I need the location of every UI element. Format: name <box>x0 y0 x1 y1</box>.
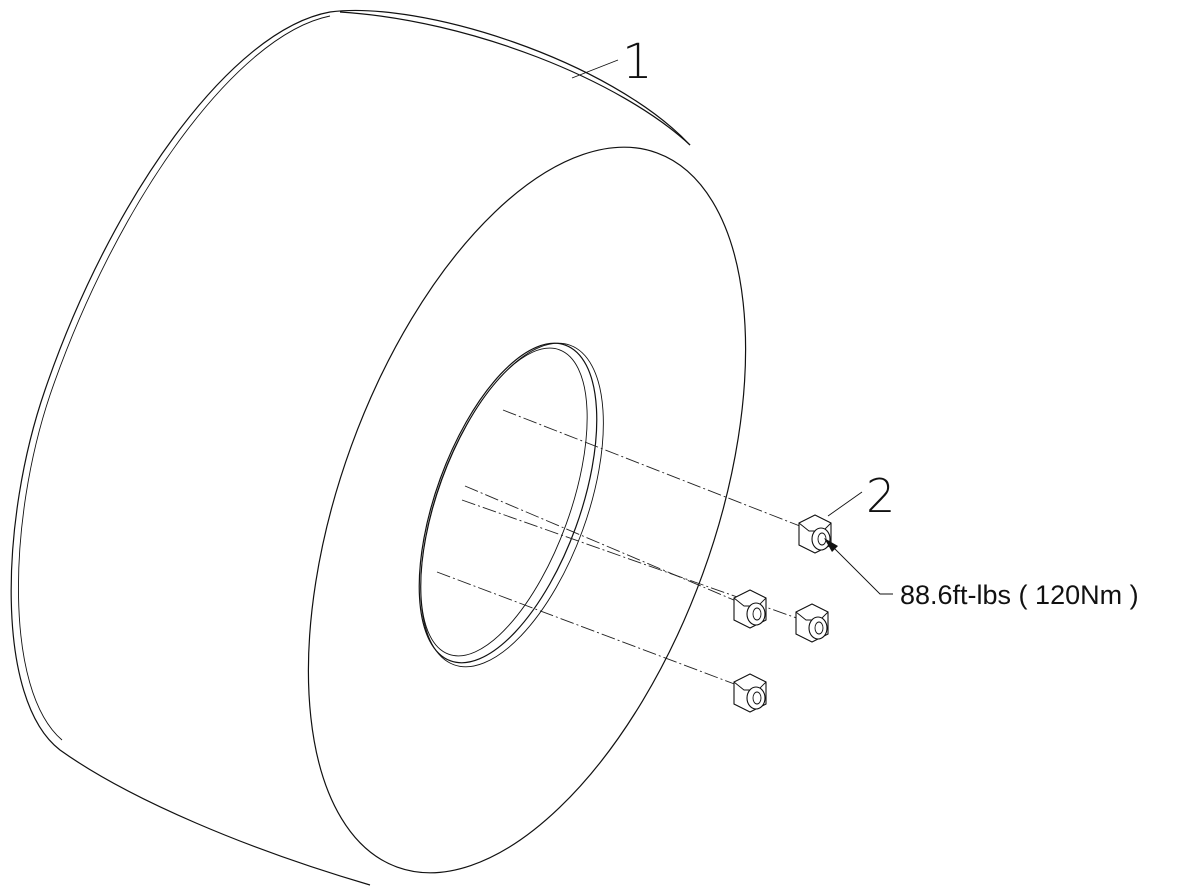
torque-spec-text: 88.6ft-lbs ( 120Nm ) <box>900 580 1139 610</box>
tire-outer-silhouette-inner <box>18 15 331 741</box>
stud-centerlines <box>436 409 811 689</box>
leader-line-2 <box>827 491 863 517</box>
stud-line-mid-b <box>461 499 809 623</box>
torque-callout: 88.6ft-lbs ( 120Nm ) <box>824 538 1139 610</box>
lug-nut-mid-right <box>795 603 829 643</box>
leader-line-1 <box>571 59 619 79</box>
lug-nut-top <box>798 514 832 554</box>
stud-line-bottom <box>436 571 746 689</box>
tire-front-face <box>307 146 747 874</box>
torque-arrow-head <box>824 538 838 552</box>
tire-outer-silhouette <box>10 9 691 886</box>
hub-ring-inner <box>420 347 588 657</box>
tire-top-edge <box>339 11 691 146</box>
hub-ring-outer <box>418 342 598 664</box>
stud-line-top <box>502 409 811 531</box>
torque-leader-line <box>827 541 893 595</box>
lug-nut-bottom <box>733 673 767 713</box>
stud-line-mid-a <box>464 485 749 607</box>
hub-ring-rim <box>420 342 604 668</box>
part-label-1: 1 <box>622 34 653 90</box>
part-label-2: 2 <box>866 469 895 523</box>
part-label-1-group: 1 <box>571 34 653 90</box>
part-label-2-group: 2 <box>827 469 895 523</box>
lug-nut-mid-left <box>733 589 767 629</box>
tire <box>10 9 747 886</box>
